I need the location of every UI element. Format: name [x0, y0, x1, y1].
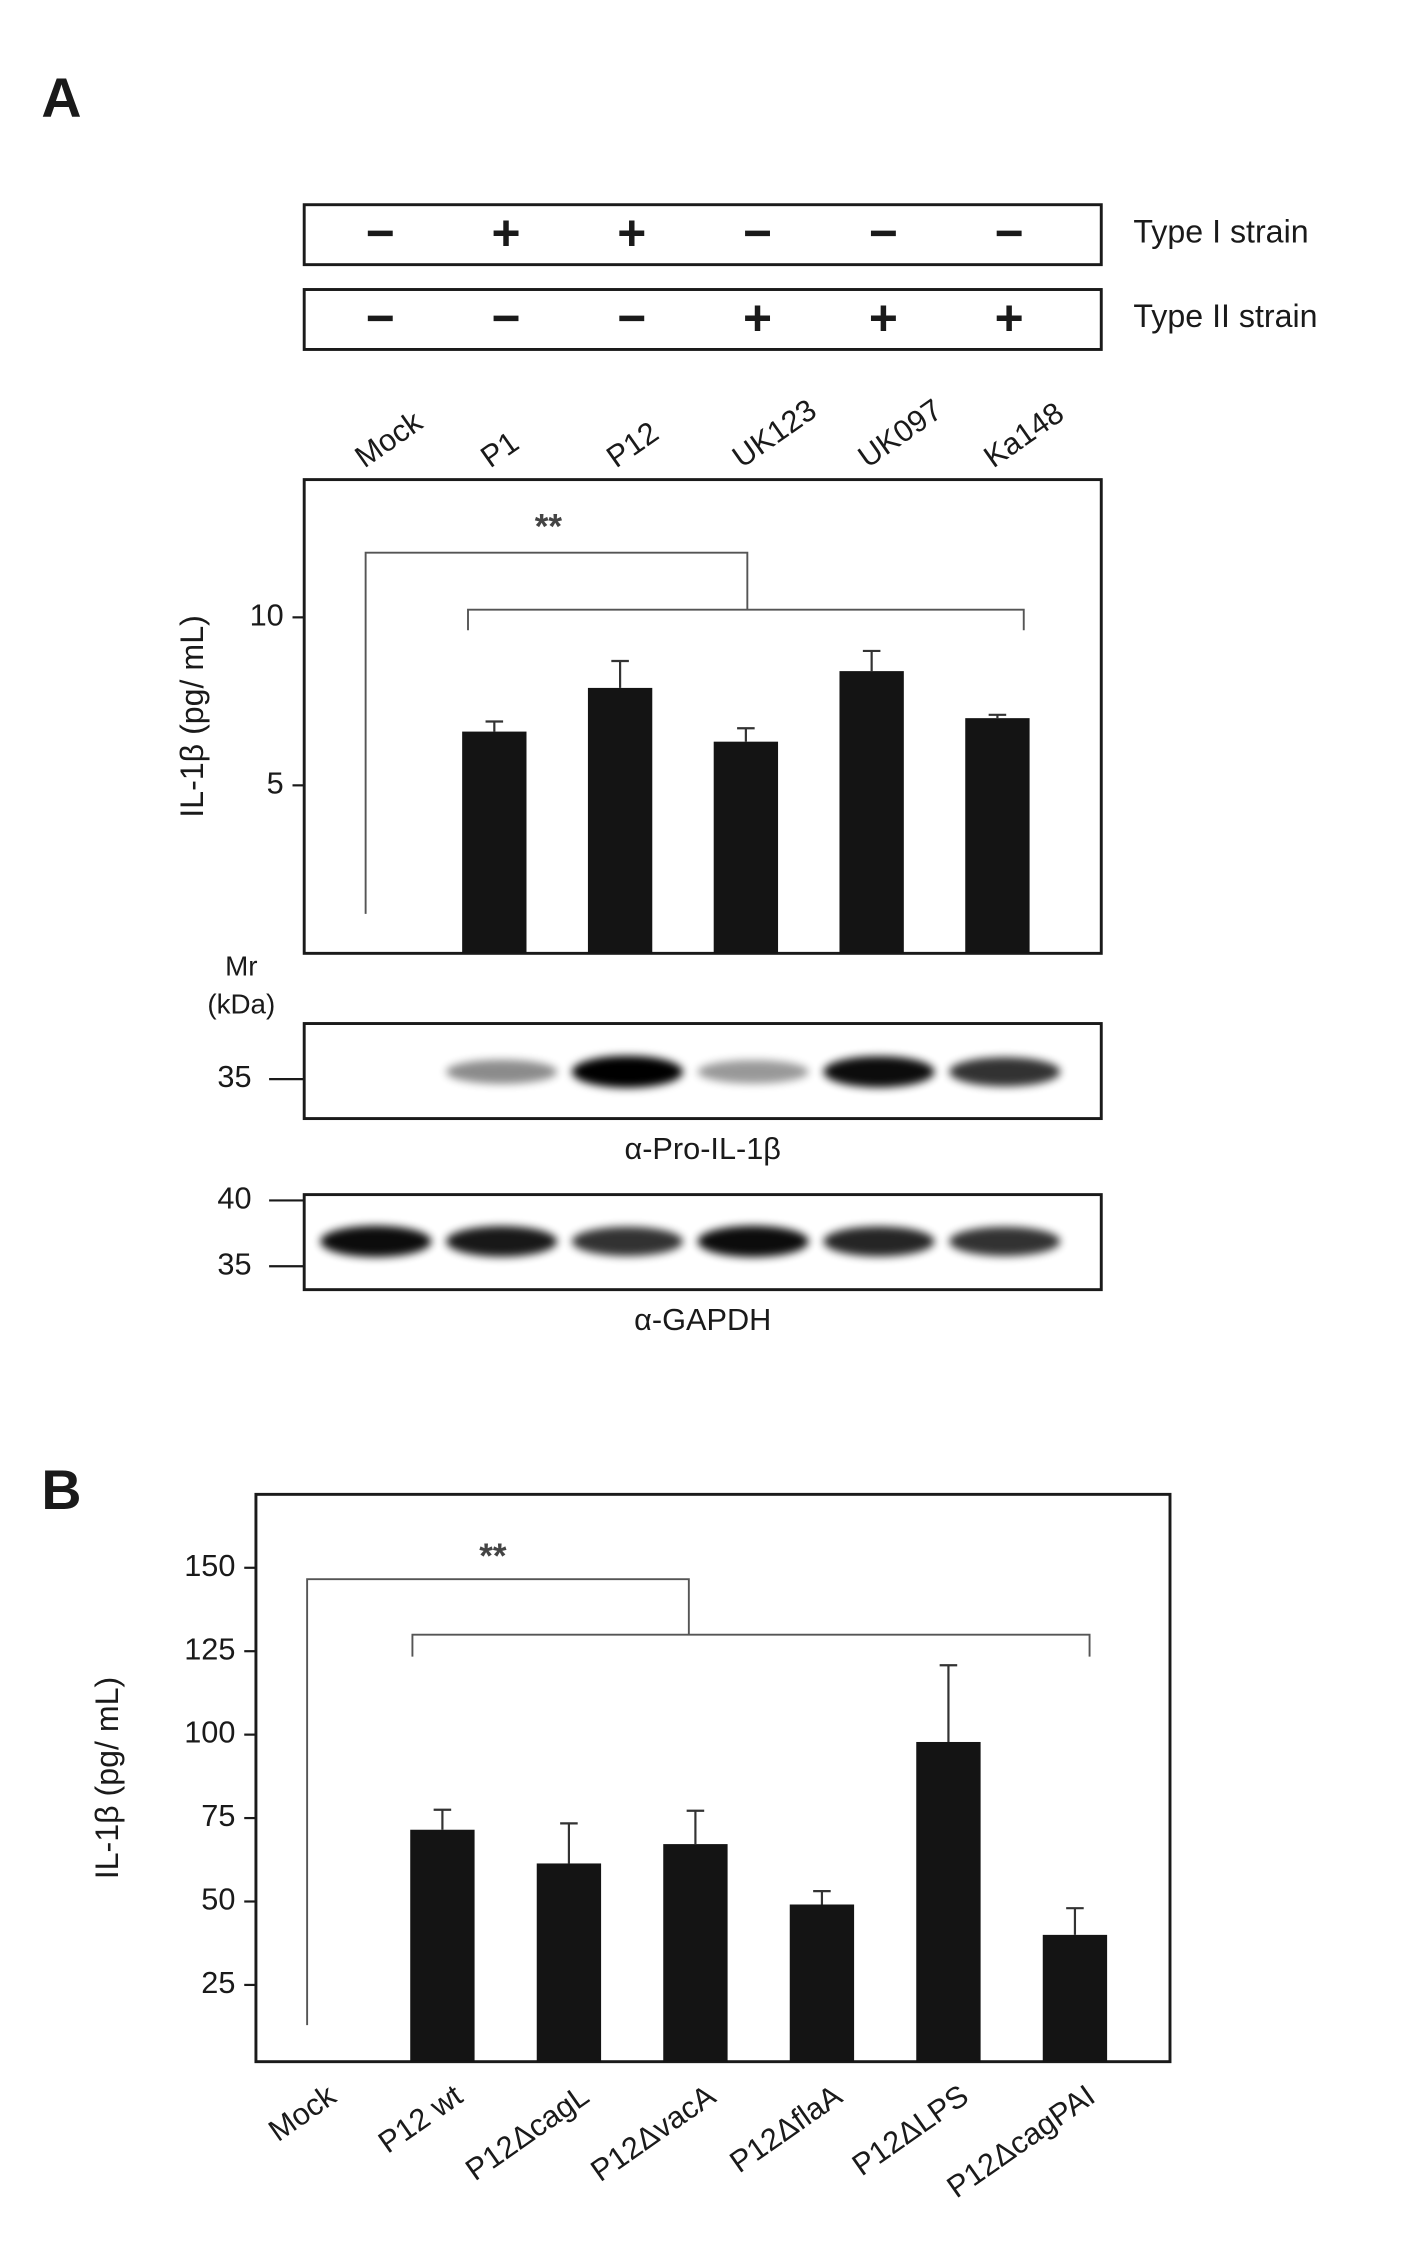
significance-label: **: [479, 1537, 507, 1576]
blot-band: [320, 1225, 432, 1258]
x-tick-label: Mock: [348, 403, 429, 474]
blot-header: Mr: [225, 950, 257, 981]
significance-bracket: [364, 551, 749, 914]
blot-marker: 40: [217, 1181, 251, 1216]
bar: [916, 1741, 981, 2062]
x-tick-label: P12: [600, 414, 665, 474]
strain-sign: −: [995, 205, 1024, 261]
blot-band: [823, 1226, 935, 1257]
strain-sign: +: [869, 290, 898, 346]
blot-band: [697, 1225, 809, 1258]
y-axis-label: IL-1β (pg/ mL): [89, 1677, 125, 1880]
y-tick-label: 100: [184, 1715, 235, 1750]
strain-sign: −: [743, 205, 772, 261]
panel-label: B: [41, 1459, 81, 1521]
significance-bracket: [411, 1633, 1091, 1657]
significance-bracket: [467, 608, 1025, 631]
strain-sign: −: [617, 290, 646, 346]
bar: [789, 1904, 855, 2062]
strain-sign: +: [995, 290, 1024, 346]
bar: [536, 1863, 602, 2062]
blot-band: [949, 1226, 1061, 1257]
bar: [663, 1844, 728, 2062]
blot-band: [446, 1226, 558, 1257]
y-tick-label: 75: [201, 1798, 235, 1833]
x-tick-label: P1: [474, 424, 525, 474]
bar: [713, 741, 779, 954]
y-tick-label: 50: [201, 1882, 235, 1917]
strain-sign: −: [869, 205, 898, 261]
strain-row-box: [302, 288, 1103, 351]
strain-row-box: [302, 203, 1103, 267]
blot-frame: [302, 1193, 1103, 1292]
x-tick-label: P12 wt: [372, 2077, 469, 2160]
blot-band: [571, 1226, 683, 1257]
x-tick-label: P12ΔcagL: [459, 2078, 595, 2188]
blot-band: [697, 1060, 809, 1084]
blot-marker: 35: [217, 1246, 251, 1281]
y-tick-label: 10: [250, 597, 284, 632]
bar: [587, 687, 653, 954]
x-tick-label: Ka148: [977, 395, 1070, 475]
x-tick-label: P12ΔvacA: [584, 2077, 722, 2188]
blot-label: α-Pro-IL-1β: [624, 1131, 780, 1166]
x-tick-label: P12ΔflaA: [723, 2077, 848, 2179]
blot-header: (kDa): [207, 988, 275, 1019]
strain-sign: +: [743, 290, 772, 346]
x-tick-label: UK123: [726, 392, 823, 474]
strain-sign: +: [492, 205, 521, 261]
strain-sign: −: [492, 290, 521, 346]
panel-label: A: [41, 67, 81, 129]
blot-band: [949, 1057, 1061, 1087]
y-axis-label: IL-1β (pg/ mL): [174, 615, 210, 818]
y-tick-label: 125: [184, 1631, 235, 1666]
bar: [462, 731, 527, 954]
blot-marker: 35: [217, 1059, 251, 1094]
x-tick-label: UK097: [851, 392, 948, 474]
bar: [410, 1829, 475, 2062]
strain-sign: +: [617, 205, 646, 261]
blot-label: α-GAPDH: [634, 1302, 771, 1337]
y-tick-label: 25: [201, 1965, 235, 2000]
strain-row-label: Type I strain: [1133, 213, 1308, 249]
y-tick-label: 5: [267, 765, 284, 800]
blot-band: [446, 1059, 558, 1084]
strain-row-label: Type II strain: [1133, 298, 1317, 334]
y-tick-label: 150: [184, 1548, 235, 1583]
significance-bracket: [306, 1578, 690, 2026]
blot-band: [571, 1055, 683, 1088]
x-tick-label: Mock: [262, 2077, 343, 2148]
bar: [965, 718, 1030, 954]
strain-sign: −: [366, 205, 395, 261]
bar: [839, 671, 904, 954]
blot-band: [823, 1056, 935, 1088]
plot-frame: [302, 478, 1103, 955]
bar: [1042, 1934, 1108, 2062]
significance-label: **: [535, 508, 563, 547]
blot-frame: [302, 1022, 1103, 1121]
strain-sign: −: [366, 290, 395, 346]
